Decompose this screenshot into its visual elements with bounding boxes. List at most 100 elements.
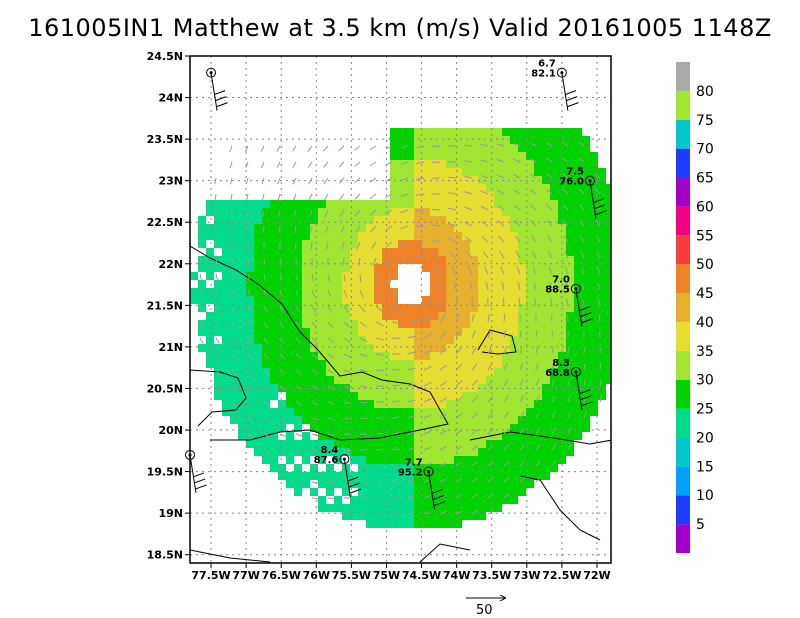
- wind-vector: [343, 385, 352, 389]
- wind-vector: [263, 321, 269, 329]
- wind-speed-pixel: [542, 352, 550, 360]
- wind-speed-pixel: [566, 264, 574, 272]
- wind-speed-pixel: [286, 264, 294, 272]
- wind-speed-pixel: [390, 256, 398, 264]
- wind-speed-pixel: [334, 336, 342, 344]
- wind-vector: [324, 209, 329, 218]
- wind-speed-pixel: [430, 432, 438, 440]
- wind-speed-pixel: [550, 136, 558, 144]
- wind-vector: [375, 353, 384, 356]
- wind-speed-pixel: [430, 248, 438, 256]
- wind-speed-pixel: [518, 464, 526, 472]
- wind-speed-pixel: [518, 424, 526, 432]
- wind-speed-pixel: [574, 200, 582, 208]
- wind-speed-pixel: [438, 480, 446, 488]
- wind-speed-pixel: [262, 376, 270, 384]
- wind-speed-pixel: [406, 432, 414, 440]
- wind-speed-pixel: [254, 448, 262, 456]
- wind-speed-pixel: [590, 192, 598, 200]
- wind-speed-pixel: [214, 208, 222, 216]
- wind-speed-pixel: [398, 480, 406, 488]
- wind-speed-pixel: [446, 392, 454, 400]
- wind-speed-pixel: [334, 240, 342, 248]
- wind-vector: [247, 321, 252, 328]
- wind-speed-pixel: [390, 360, 398, 368]
- wind-speed-pixel: [526, 416, 534, 424]
- wind-speed-pixel: [606, 200, 611, 208]
- wind-speed-pixel: [454, 496, 462, 504]
- wind-speed-pixel: [414, 152, 422, 160]
- wind-speed-pixel: [590, 264, 598, 272]
- wind-speed-pixel: [438, 376, 446, 384]
- wind-speed-pixel: [326, 288, 334, 296]
- wind-vector: [311, 305, 317, 313]
- wind-vector: [439, 364, 447, 371]
- wind-speed-pixel: [302, 376, 310, 384]
- wind-vector: [453, 281, 457, 291]
- wind-speed-pixel: [462, 200, 470, 208]
- wind-speed-pixel: [406, 504, 414, 512]
- wind-speed-pixel: [206, 296, 214, 304]
- wind-speed-pixel: [350, 280, 358, 288]
- wind-speed-pixel: [230, 256, 238, 264]
- wind-speed-pixel: [566, 408, 574, 416]
- wind-vector: [407, 415, 415, 419]
- station-barb: [578, 389, 591, 395]
- station-barb-staff: [428, 471, 436, 510]
- wind-vector: [311, 273, 314, 282]
- wind-speed-pixel: [302, 472, 310, 480]
- wind-speed-pixel: [374, 408, 382, 416]
- wind-speed-pixel: [406, 232, 414, 240]
- wind-speed-pixel: [502, 296, 510, 304]
- station-barb-staff: [575, 371, 583, 410]
- wind-speed-pixel: [550, 168, 558, 176]
- wind-speed-pixel: [550, 296, 558, 304]
- wind-vector: [519, 411, 525, 419]
- x-tick-label: 74.5W: [402, 569, 441, 582]
- wind-speed-pixel: [422, 312, 430, 320]
- wind-speed-pixel: [510, 176, 518, 184]
- wind-speed-pixel: [534, 264, 542, 272]
- wind-speed-pixel: [206, 248, 214, 256]
- wind-speed-pixel: [374, 344, 382, 352]
- wind-speed-pixel: [542, 328, 550, 336]
- wind-vector: [391, 512, 399, 515]
- wind-speed-pixel: [246, 256, 254, 264]
- wind-speed-pixel: [574, 336, 582, 344]
- wind-vector: [531, 251, 537, 259]
- wind-speed-pixel: [494, 336, 502, 344]
- wind-speed-pixel: [518, 136, 526, 144]
- wind-speed-pixel: [422, 144, 430, 152]
- wind-speed-pixel: [286, 384, 294, 392]
- wind-vector: [369, 193, 377, 200]
- wind-speed-pixel: [294, 280, 302, 288]
- wind-speed-pixel: [366, 200, 374, 208]
- wind-speed-pixel: [510, 424, 518, 432]
- wind-speed-pixel: [446, 472, 454, 480]
- wind-speed-pixel: [454, 176, 462, 184]
- wind-speed-pixel: [414, 376, 422, 384]
- station-speed: 7.5: [566, 167, 584, 178]
- wind-vector: [455, 396, 463, 403]
- wind-speed-pixel: [454, 520, 462, 528]
- wind-speed-pixel: [246, 224, 254, 232]
- wind-speed-pixel: [270, 224, 278, 232]
- wind-speed-pixel: [486, 376, 494, 384]
- wind-vector: [231, 321, 236, 328]
- wind-vector: [416, 145, 425, 149]
- wind-speed-pixel: [366, 512, 374, 520]
- wind-speed-pixel: [566, 208, 574, 216]
- wind-speed-pixel: [470, 152, 478, 160]
- wind-speed-pixel: [454, 424, 462, 432]
- wind-speed-pixel: [518, 480, 526, 488]
- wind-vector: [247, 305, 252, 313]
- wind-vector: [546, 219, 553, 227]
- x-axis-ticks: 77.5W 77W 76.5W 76W 75.5W 75W 74.5W 74W 73.5W 73W…: [191, 563, 611, 582]
- wind-vector: [423, 298, 431, 307]
- wind-speed-pixel: [326, 376, 334, 384]
- wind-speed-pixel: [430, 408, 438, 416]
- station-direction: 88.5: [545, 285, 570, 296]
- wind-speed-pixel: [254, 328, 262, 336]
- wind-vector: [245, 161, 249, 169]
- wind-vector: [503, 460, 510, 467]
